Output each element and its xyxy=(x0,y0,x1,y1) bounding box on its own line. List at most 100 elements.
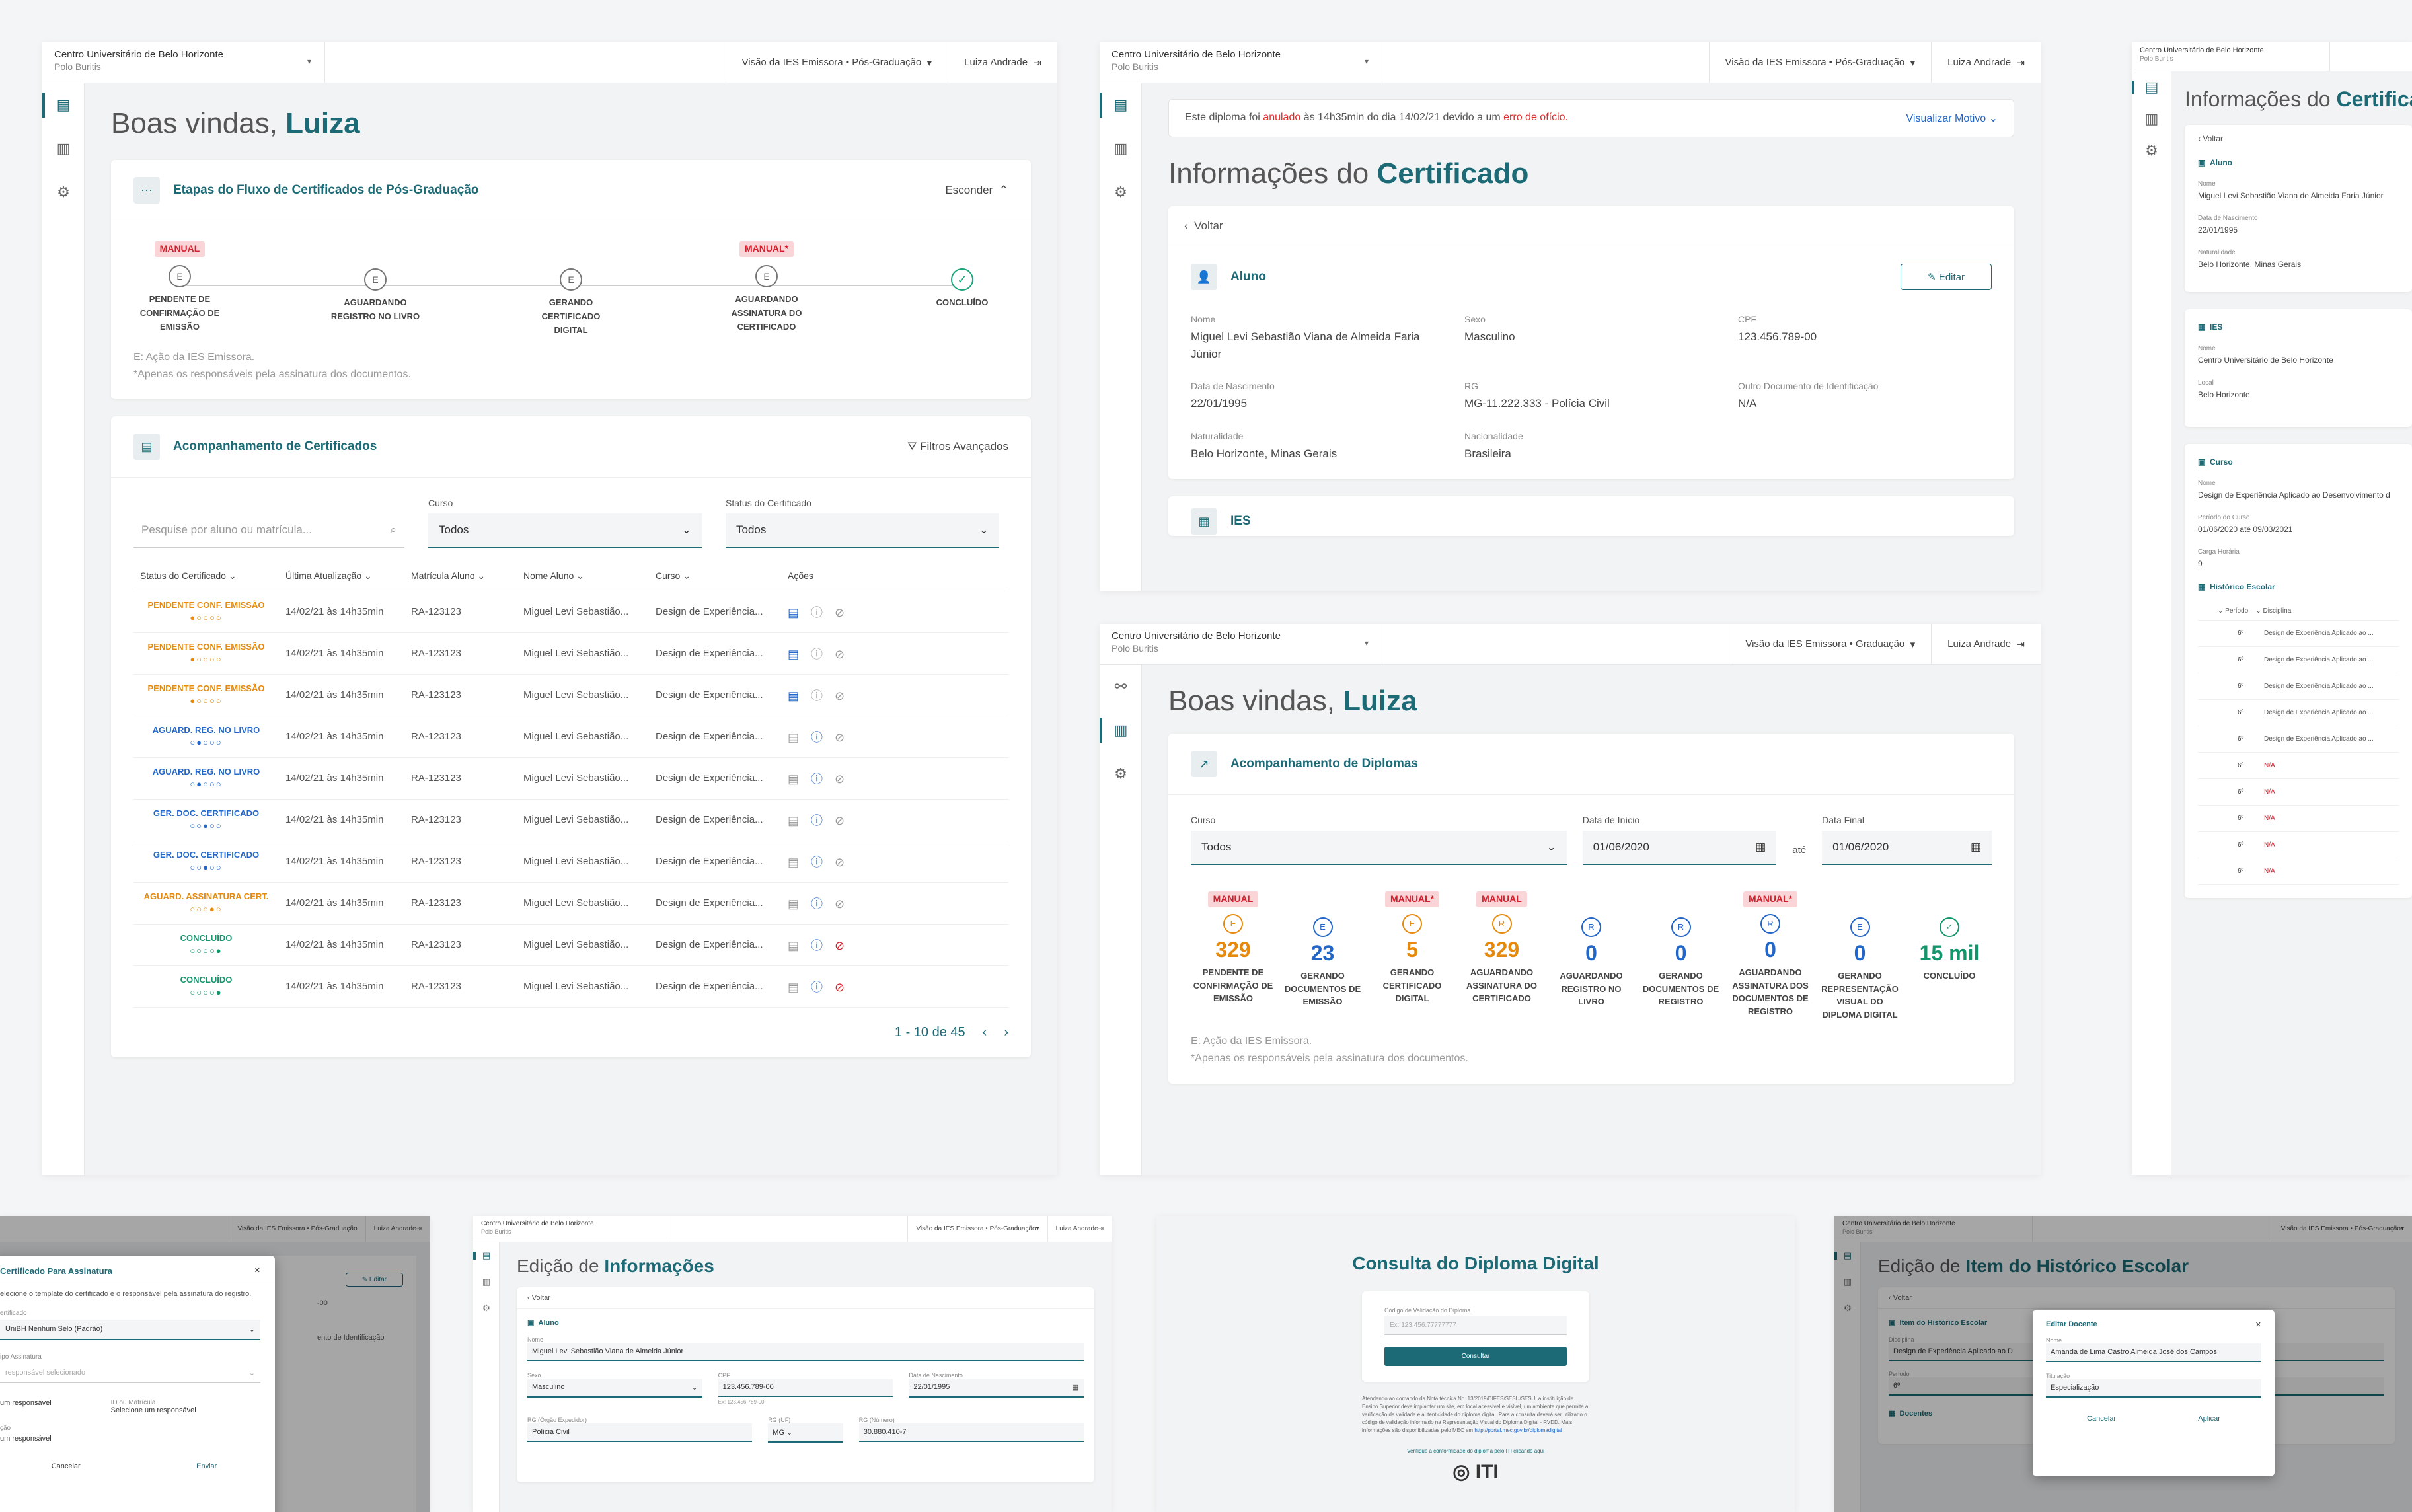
back-link[interactable]: ‹ Voltar xyxy=(1878,1287,2395,1309)
advanced-filters-button[interactable]: ⛛ Filtros Avançados xyxy=(907,439,1008,453)
table-row[interactable]: 6º Design de Experiência Aplicado ao ... xyxy=(2198,647,2399,674)
table-row[interactable]: CONCLUÍDO ○○○○● 14/02/21 às 14h35min RA-123… xyxy=(133,924,1008,966)
info-icon[interactable]: ⓘ xyxy=(811,772,823,786)
send-button[interactable]: Enviar xyxy=(196,1462,217,1470)
table-row[interactable]: 6º N/A xyxy=(2198,779,2399,806)
certificates-icon[interactable]: ▤ xyxy=(473,1242,500,1269)
kpi-item[interactable]: R 0 GERANDO DOCUMENTOS DE REGISTRO xyxy=(1639,891,1723,1021)
cancel-button[interactable]: Cancelar xyxy=(2087,1415,2117,1423)
table-row[interactable]: 6º N/A xyxy=(2198,832,2399,859)
link-icon[interactable]: ⚯ xyxy=(1114,678,1127,695)
consult-button[interactable]: Consultar xyxy=(1384,1347,1567,1366)
view-selector[interactable]: Visão da IES Emissora • Pós-Graduação ▾ xyxy=(725,42,948,83)
verify-link[interactable]: Verifique a conformidade do diploma pelo… xyxy=(1407,1448,1544,1454)
column-header[interactable]: Matrícula Aluno ⌄ xyxy=(404,560,517,591)
info-icon[interactable]: ⓘ xyxy=(811,647,823,661)
column-header[interactable]: Curso ⌄ xyxy=(649,560,781,591)
info-icon[interactable]: ⓘ xyxy=(811,980,823,994)
title-input[interactable]: Especialização xyxy=(2046,1379,2261,1398)
document-icon[interactable]: ▤ xyxy=(788,938,800,952)
gear-icon[interactable]: ⚙ xyxy=(57,184,70,200)
document-icon[interactable]: ▤ xyxy=(788,980,800,994)
search-input[interactable]: Pesquise por aluno ou matrícula... ⌕ xyxy=(133,513,404,548)
block-icon[interactable]: ⊘ xyxy=(835,730,845,744)
logout-icon[interactable]: ⇥ xyxy=(2016,57,2025,69)
document-icon[interactable]: ▤ xyxy=(788,689,800,702)
document-icon[interactable]: ▤ xyxy=(788,855,800,869)
cancel-button[interactable]: Cancelar xyxy=(51,1462,81,1470)
block-icon[interactable]: ⊘ xyxy=(835,897,845,911)
table-row[interactable]: 6º N/A xyxy=(2198,858,2399,886)
gear-icon[interactable]: ⚙ xyxy=(1114,765,1127,782)
kpi-item[interactable]: E 23 GERANDO DOCUMENTOS DE EMISSÃO xyxy=(1281,891,1365,1021)
chart-icon[interactable]: ▥ xyxy=(1100,708,1142,752)
teacher-name-input[interactable]: Amanda de Lima Castro Almeida José dos C… xyxy=(2046,1343,2261,1362)
table-row[interactable]: 6º Design de Experiência Aplicado ao ... xyxy=(2198,726,2399,753)
column-header[interactable]: Última Atualização ⌄ xyxy=(279,560,404,591)
chart-icon[interactable]: ▥ xyxy=(56,140,71,157)
institution-selector[interactable]: Centro Universitário de Belo Horizonte Po… xyxy=(1100,624,1382,664)
edit-button[interactable]: ✎ Editar xyxy=(1901,264,1992,290)
end-date-field[interactable]: Data Final 01/06/2020 ▦ xyxy=(1822,815,1992,865)
document-icon[interactable]: ▤ xyxy=(788,897,800,911)
birthdate-input[interactable]: 22/01/1995 ▦ xyxy=(909,1379,1084,1398)
table-row[interactable]: 6º Design de Experiência Aplicado ao ... xyxy=(2198,673,2399,700)
start-date-field[interactable]: Data de Início 01/06/2020 ▦ xyxy=(1582,815,1777,865)
info-icon[interactable]: ⓘ xyxy=(811,813,823,827)
apply-button[interactable]: Aplicar xyxy=(2198,1415,2220,1423)
block-icon[interactable]: ⊘ xyxy=(835,689,845,702)
close-icon[interactable]: ✕ xyxy=(254,1267,260,1275)
view-selector[interactable]: Visão da IES Emissora • Pós-Graduação ▾ xyxy=(1708,42,1932,83)
table-row[interactable]: AGUARD. REG. NO LIVRO ○●○○○ 14/02/21 às 14… xyxy=(133,757,1008,800)
block-icon[interactable]: ⊘ xyxy=(835,813,845,827)
table-row[interactable]: GER. DOC. CERTIFICADO ○○●○○ 14/02/21 às 14… xyxy=(133,799,1008,841)
kpi-item[interactable]: MANUAL* E 5 GERANDO CERTIFICADO DIGITAL xyxy=(1370,891,1454,1021)
prev-page-icon[interactable]: ‹ xyxy=(982,1024,987,1040)
document-icon[interactable]: ▤ xyxy=(788,605,800,619)
rg-number-input[interactable]: 30.880.410-7 xyxy=(858,1423,1084,1442)
block-icon[interactable]: ⊘ xyxy=(835,855,845,869)
name-input[interactable]: Miguel Levi Sebastião Viana de Almeida J… xyxy=(527,1343,1084,1361)
gear-icon[interactable]: ⚙ xyxy=(1114,184,1127,200)
chart-icon[interactable]: ▥ xyxy=(1113,140,1128,157)
close-icon[interactable]: ✕ xyxy=(2255,1321,2261,1329)
status-filter[interactable]: Status do Certificado Todos ⌄ xyxy=(726,498,999,548)
column-header[interactable]: Status do Certificado ⌄ xyxy=(133,560,279,591)
code-input[interactable]: Ex: 123.456.77777777 xyxy=(1384,1316,1567,1335)
edit-button[interactable]: ✎ Editar xyxy=(345,1273,403,1287)
cpf-input[interactable]: 123.456.789-00 xyxy=(718,1379,893,1397)
institution-selector[interactable]: Centro Universitário de Belo Horizonte Po… xyxy=(1100,42,1382,83)
kpi-item[interactable]: MANUAL R 329 AGUARDANDO ASSINATURA DO CERTI… xyxy=(1460,891,1544,1021)
info-icon[interactable]: ⓘ xyxy=(811,605,823,619)
next-page-icon[interactable]: › xyxy=(1004,1024,1008,1040)
table-row[interactable]: 6º N/A xyxy=(2198,753,2399,780)
table-row[interactable]: PENDENTE CONF. EMISSÃO ●○○○○ 14/02/21 às 1… xyxy=(133,591,1008,633)
hide-toggle[interactable]: Esconder ⌃ xyxy=(945,184,1008,196)
document-icon[interactable]: ▤ xyxy=(788,772,800,786)
table-row[interactable]: 6º Design de Experiência Aplicado ao ... xyxy=(2198,700,2399,727)
kpi-item[interactable]: E 0 GERANDO REPRESENTAÇÃO VISUAL DO DIPLOM… xyxy=(1818,891,1903,1021)
certificates-icon[interactable]: ▤ xyxy=(42,83,85,127)
view-selector[interactable]: Visão da IES Emissora • Graduação ▾ xyxy=(1729,624,1931,664)
chart-icon[interactable]: ▥ xyxy=(2144,110,2159,127)
table-row[interactable]: PENDENTE CONF. EMISSÃO ●○○○○ 14/02/21 às 1… xyxy=(133,632,1008,675)
view-reason-link[interactable]: Visualizar Motivo ⌄ xyxy=(1906,113,1998,124)
back-link[interactable]: ‹ Voltar xyxy=(2198,134,2224,143)
column-header[interactable]: Ações xyxy=(781,560,1008,591)
certificates-icon[interactable]: ▤ xyxy=(2132,71,2171,103)
info-icon[interactable]: ⓘ xyxy=(811,689,823,702)
table-row[interactable]: AGUARD. REG. NO LIVRO ○●○○○ 14/02/21 às 14… xyxy=(133,716,1008,758)
table-row[interactable]: AGUARD. ASSINATURA CERT. ○○○●○ 14/02/21 às… xyxy=(133,882,1008,925)
document-icon[interactable]: ▤ xyxy=(788,647,800,661)
back-link[interactable]: ‹ Voltar xyxy=(1168,206,2014,246)
logout-icon[interactable]: ⇥ xyxy=(1033,57,1041,69)
institution-selector[interactable]: Centro Universitário de Belo Horizonte P… xyxy=(42,42,325,83)
info-icon[interactable]: ⓘ xyxy=(811,730,823,744)
table-row[interactable]: 6º N/A xyxy=(2198,806,2399,833)
info-icon[interactable]: ⓘ xyxy=(811,938,823,952)
table-row[interactable]: PENDENTE CONF. EMISSÃO ●○○○○ 14/02/21 às 1… xyxy=(133,674,1008,716)
document-icon[interactable]: ▤ xyxy=(788,813,800,827)
table-row[interactable]: 6º Design de Experiência Aplicado ao ... xyxy=(2198,621,2399,648)
rg-uf-select[interactable]: MG ⌄ xyxy=(768,1423,843,1443)
course-filter[interactable]: Curso Todos ⌄ xyxy=(428,498,702,548)
